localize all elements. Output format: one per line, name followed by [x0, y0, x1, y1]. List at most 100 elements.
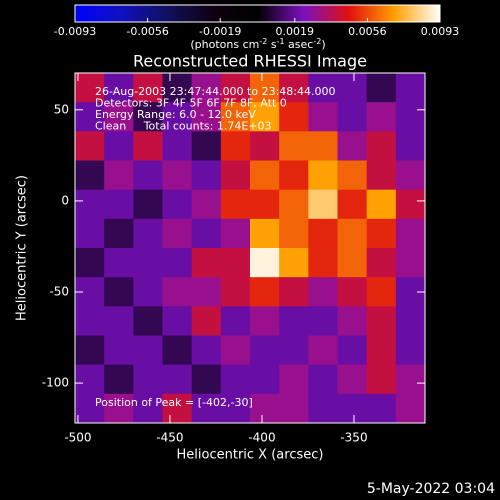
heatmap-cell [395, 364, 426, 395]
x-tick-label: -350 [340, 431, 367, 445]
heatmap-cell [75, 131, 105, 161]
heatmap-cell [250, 218, 280, 249]
heatmap-cell [250, 189, 280, 220]
heatmap-cell [162, 277, 193, 307]
colorbar [74, 4, 441, 23]
annotation: Energy Range: 6.0 - 12.0 keV [95, 108, 256, 121]
colorbar-tick-label: -0.0019 [199, 25, 241, 38]
heatmap-cell [366, 248, 397, 278]
heatmap-cell [337, 160, 368, 191]
heatmap-cell [279, 218, 309, 249]
x-tick-label: -400 [248, 431, 275, 445]
heatmap-cell [220, 73, 251, 103]
heatmap-cell [308, 248, 338, 278]
x-tick-label: -500 [64, 431, 91, 445]
heatmap-cell [279, 277, 309, 307]
annotation: Detectors: 3F 4F 5F 6F 7F 8F, Att 0 [95, 97, 287, 110]
colorbar-label-part: asec [285, 38, 314, 51]
heatmap-cell [75, 102, 105, 132]
y-tick-label: 0 [61, 193, 69, 207]
heatmap-cell [308, 393, 338, 424]
heatmap-cell [250, 306, 280, 336]
heatmap-cell [104, 393, 134, 424]
heatmap-cell [250, 73, 280, 103]
heatmap-cell [395, 335, 426, 366]
annotation: 26-Aug-2003 23:47:44.000 to 23:48:44.000 [95, 85, 336, 98]
heatmap-cell [366, 160, 397, 191]
heatmap-cell [191, 335, 222, 366]
heatmap-cell [250, 160, 280, 191]
heatmap-cell [220, 102, 251, 132]
colorbar-tick-label: -0.0093 [54, 25, 96, 38]
colorbar-label: (photons cm-2 s-1 asec-2) [190, 37, 325, 52]
heatmap-cell [250, 277, 280, 307]
heatmap-cell [337, 248, 368, 278]
heatmap-cell [308, 189, 338, 220]
heatmap-cell [133, 218, 163, 249]
heatmap-cell [191, 73, 222, 103]
heatmap-cell [104, 73, 134, 103]
heatmap-cell [308, 335, 338, 366]
heatmap-cell [162, 364, 193, 395]
colorbar-tick-label: 0.0019 [276, 25, 315, 38]
heatmap-cell [279, 189, 309, 220]
x-axis-label: Heliocentric X (arcsec) [177, 448, 324, 463]
heatmap-cell [250, 248, 280, 278]
heatmap-cell [191, 248, 222, 278]
heatmap-cell [279, 160, 309, 191]
heatmap-cell [395, 218, 426, 249]
heatmap-cell [308, 277, 338, 307]
heatmap-cell [75, 364, 105, 395]
heatmap-cell [133, 364, 163, 395]
heatmap-cell [104, 364, 134, 395]
heatmap-cell [162, 102, 193, 132]
heatmap-cell [250, 131, 280, 161]
heatmap-cell [104, 277, 134, 307]
colorbar-label-part: s [267, 38, 276, 51]
heatmap-cell [337, 335, 368, 366]
heatmap-cell [191, 160, 222, 191]
heatmap-cell [75, 189, 105, 220]
colorbar-label-part: ) [321, 38, 325, 51]
heatmap-cell [162, 160, 193, 191]
heatmap-cell [337, 102, 368, 132]
heatmap-cell [220, 248, 251, 278]
heatmap-cell [133, 277, 163, 307]
heatmap-cell [337, 189, 368, 220]
heatmap-cell [220, 131, 251, 161]
heatmap-cell [308, 73, 338, 103]
colorbar-tick-label: 0.0093 [421, 25, 460, 38]
heatmap-cell [133, 189, 163, 220]
heatmap-cell [75, 306, 105, 336]
heatmap-cell [395, 248, 426, 278]
heatmap-cell [162, 189, 193, 220]
heatmap-cell [133, 248, 163, 278]
footer-date: 5-May-2022 03:04 [367, 481, 495, 497]
heatmap-cell [279, 248, 309, 278]
y-tick-label: 50 [54, 102, 69, 116]
heatmap-cell [104, 160, 134, 191]
heatmap-cell [104, 248, 134, 278]
heatmap-cell [191, 277, 222, 307]
heatmap-cell [250, 364, 280, 395]
colorbar-label-part: (photons cm [190, 38, 259, 51]
heatmap-cell [366, 335, 397, 366]
heatmap-cell [395, 160, 426, 191]
heatmap-cell [366, 189, 397, 220]
heatmap-cell [162, 393, 193, 424]
heatmap-cell [308, 160, 338, 191]
heatmap-cell [366, 131, 397, 161]
plot-frame [74, 72, 426, 424]
heatmap-cell [191, 306, 222, 336]
heatmap-cell [133, 393, 163, 424]
y-tick-label: -50 [49, 285, 69, 299]
heatmap-cell [337, 277, 368, 307]
heatmap-cell [366, 277, 397, 307]
heatmap-cell [366, 364, 397, 395]
heatmap-cell [395, 73, 426, 103]
heatmap-cell [337, 73, 368, 103]
heatmap-cell [104, 306, 134, 336]
heatmap-cell [308, 218, 338, 249]
heatmap-cell [279, 102, 309, 132]
